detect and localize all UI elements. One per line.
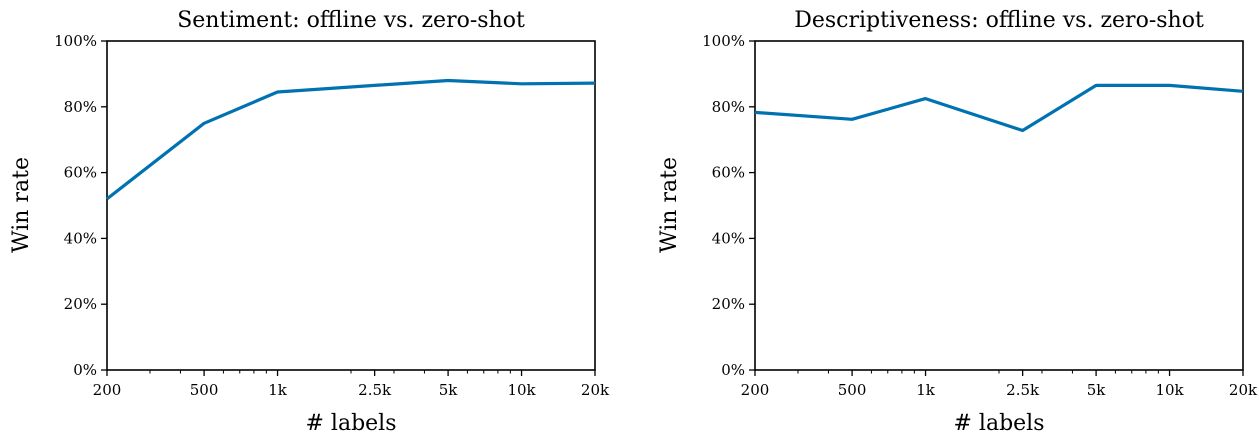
y-tick-label: 20% [712, 295, 745, 313]
y-axis: 0% 20% 40% 60% 80% 100% [54, 32, 107, 379]
x-tick-label: 200 [93, 381, 122, 399]
x-axis-label: # labels [305, 411, 396, 436]
x-tick-label: 20k [581, 381, 610, 399]
y-axis: 0% 20% 40% 60% 80% 100% [702, 32, 755, 379]
x-tick-label: 1k [916, 381, 936, 399]
y-tick-label: 60% [712, 164, 745, 182]
x-axis: 200 500 1k 2.5k 5k 10k 20k [93, 370, 610, 399]
series-group [106, 78, 596, 201]
plot-frame [106, 40, 596, 371]
descriptiveness-chart: Descriptiveness: offline vs. zero-shot 0… [648, 0, 1259, 437]
x-tick-label: 200 [741, 381, 770, 399]
series-line [106, 78, 596, 201]
y-axis-label: Win rate [9, 157, 34, 253]
series-group [754, 83, 1244, 133]
x-tick-label: 10k [1155, 381, 1184, 399]
chart-title: Sentiment: offline vs. zero-shot [177, 8, 525, 33]
series-line [754, 83, 1244, 133]
x-tick-label: 1k [268, 381, 288, 399]
plot-frame [754, 40, 1244, 371]
sentiment-chart-svg: Sentiment: offline vs. zero-shot 0% 20% 40… [9, 8, 610, 436]
y-tick-label: 40% [64, 229, 97, 247]
x-axis: 200 500 1k 2.5k 5k 10k 20k [741, 370, 1258, 399]
x-axis-label: # labels [953, 411, 1044, 436]
y-tick-label: 80% [712, 98, 745, 116]
y-tick-label: 80% [64, 98, 97, 116]
y-tick-label: 0% [73, 361, 97, 379]
x-tick-label: 2.5k [358, 381, 392, 399]
chart-title: Descriptiveness: offline vs. zero-shot [794, 8, 1204, 33]
y-axis-label: Win rate [657, 157, 682, 253]
x-tick-label: 20k [1229, 381, 1258, 399]
y-tick-label: 100% [54, 32, 97, 50]
descriptiveness-chart-svg: Descriptiveness: offline vs. zero-shot 0… [657, 8, 1258, 436]
y-tick-label: 40% [712, 229, 745, 247]
sentiment-chart: Sentiment: offline vs. zero-shot 0% 20% 40… [0, 0, 612, 437]
x-tick-label: 2.5k [1006, 381, 1040, 399]
y-tick-label: 0% [721, 361, 745, 379]
x-tick-label: 5k [1087, 381, 1107, 399]
x-tick-label: 10k [507, 381, 536, 399]
y-tick-label: 100% [702, 32, 745, 50]
x-tick-label: 500 [838, 381, 867, 399]
x-tick-label: 500 [190, 381, 219, 399]
y-tick-label: 20% [64, 295, 97, 313]
x-tick-label: 5k [439, 381, 459, 399]
y-tick-label: 60% [64, 164, 97, 182]
